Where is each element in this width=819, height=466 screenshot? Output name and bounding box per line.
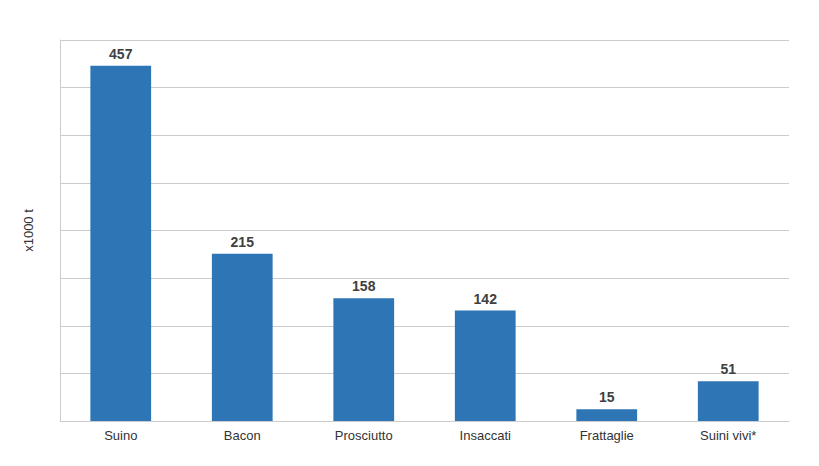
svg-text:215: 215 — [231, 234, 255, 250]
svg-text:Suini vivi*: Suini vivi* — [700, 428, 756, 443]
svg-text:142: 142 — [474, 291, 498, 307]
svg-text:Insaccati: Insaccati — [460, 428, 511, 443]
svg-text:x1000 t: x1000 t — [21, 209, 36, 252]
svg-text:Prosciutto: Prosciutto — [335, 428, 393, 443]
svg-text:158: 158 — [352, 278, 376, 294]
svg-text:51: 51 — [720, 361, 736, 377]
svg-text:Suino: Suino — [104, 428, 137, 443]
svg-text:457: 457 — [109, 46, 133, 62]
svg-text:15: 15 — [599, 389, 615, 405]
svg-text:Frattaglie: Frattaglie — [580, 428, 634, 443]
svg-text:Bacon: Bacon — [224, 428, 261, 443]
